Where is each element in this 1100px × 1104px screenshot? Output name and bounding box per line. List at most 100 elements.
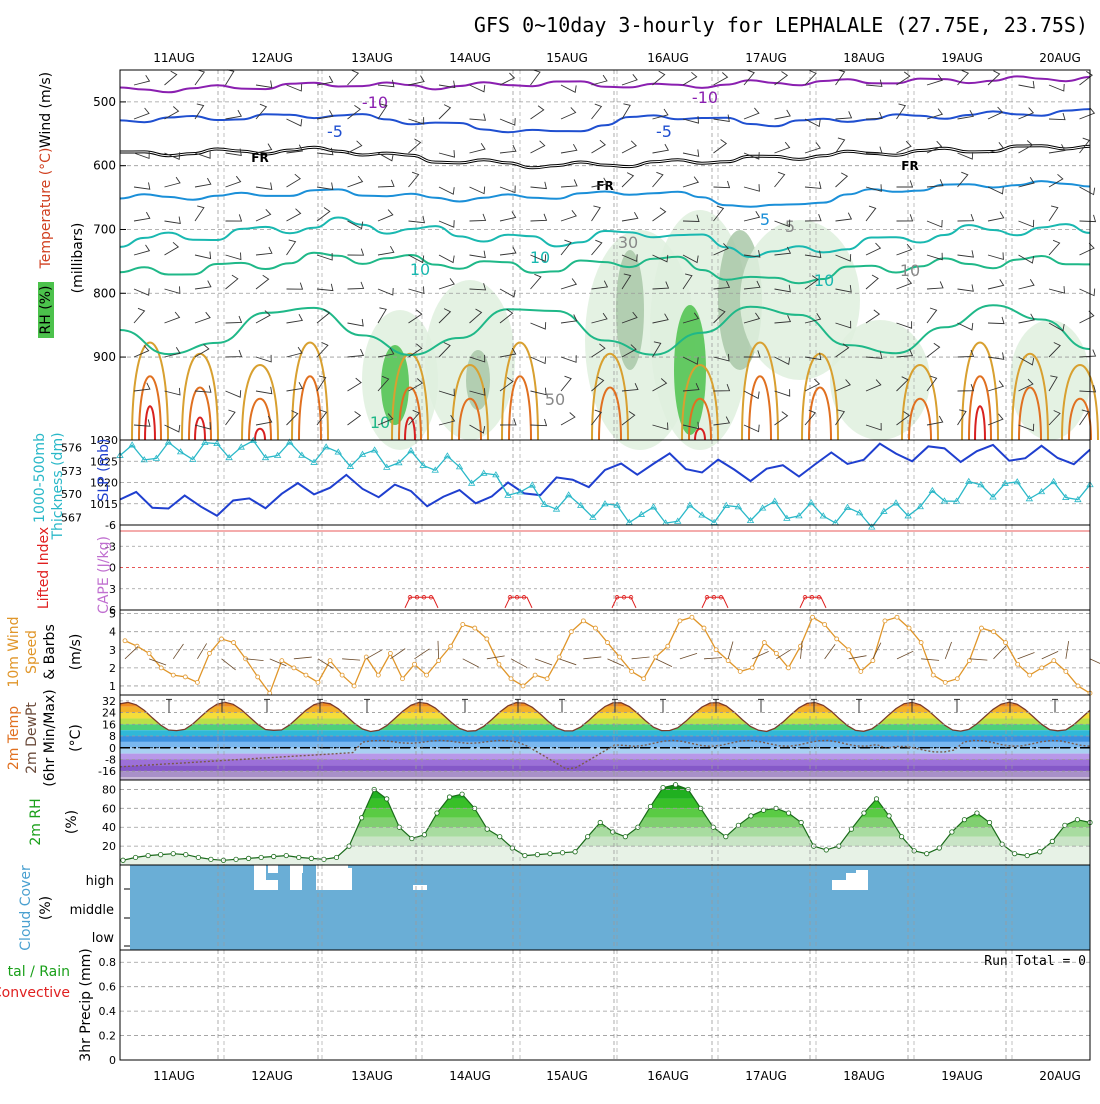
contour-label: FR	[596, 179, 613, 193]
wind-speed-point	[678, 619, 682, 623]
rh-tick-label: 60	[102, 802, 116, 815]
wind-speed-point	[907, 626, 911, 630]
wind-speed-point	[895, 615, 899, 619]
wind-speed-point	[1076, 684, 1080, 688]
rh2m-point	[246, 856, 250, 860]
contour-label: FR	[901, 159, 918, 173]
rh2m-point	[673, 783, 677, 787]
rh2m-point	[724, 834, 728, 838]
rh2m-point	[523, 853, 527, 857]
wind-tick-label: 2	[109, 662, 116, 675]
wind-speed-point	[497, 662, 501, 666]
rh-shading	[830, 320, 930, 440]
rh2m-point	[1050, 839, 1054, 843]
ylabel-wind-speed: Speed	[24, 630, 40, 674]
wind-speed-point	[992, 630, 996, 634]
wind-speed-point	[328, 659, 332, 663]
wind-speed-point	[473, 626, 477, 630]
wind-speed-point	[449, 644, 453, 648]
date-label-top: 16AUG	[647, 51, 689, 65]
wind-speed-point	[738, 669, 742, 673]
date-label-bottom: 15AUG	[546, 1069, 588, 1083]
wind-speed-point	[581, 619, 585, 623]
precip-tick-label: 0.2	[99, 1030, 117, 1043]
wind-speed-point	[183, 675, 187, 679]
rh2m-point	[899, 834, 903, 838]
wind-speed-point	[726, 659, 730, 663]
ylabel-rh: RH (%)	[38, 286, 54, 335]
ylabel-lifted-index: Lifted Index	[36, 527, 52, 609]
wind-speed-point	[545, 677, 549, 681]
wind-speed-point	[123, 639, 127, 643]
rh-tick-label: 40	[102, 821, 116, 834]
rh2m-point	[146, 853, 150, 857]
date-label-bottom: 20AUG	[1039, 1069, 1081, 1083]
date-label-top: 20AUG	[1039, 51, 1081, 65]
contour-label: 10	[530, 248, 550, 267]
wind-tick-label: 3	[109, 644, 116, 657]
wind-speed-point	[207, 651, 211, 655]
wind-speed-point	[521, 684, 525, 688]
wind-speed-point	[750, 666, 754, 670]
ylabel-slp: SLP (mb)	[96, 438, 112, 501]
rh2m-point	[598, 820, 602, 824]
wind-speed-point	[533, 673, 537, 677]
cloud-gap	[413, 885, 427, 890]
contour-label: 50	[545, 390, 565, 409]
wind-speed-point	[835, 637, 839, 641]
rh2m-point	[862, 811, 866, 815]
wind-tick-label: 4	[109, 626, 116, 639]
rh2m-point	[925, 851, 929, 855]
rh2m-point	[573, 850, 577, 854]
wind-speed-point	[1028, 673, 1032, 677]
rh2m-point	[1025, 853, 1029, 857]
rh2m-point	[786, 811, 790, 815]
wind-speed-point	[509, 677, 513, 681]
wind-speed-point	[400, 677, 404, 681]
run-total: Run Total = 0	[984, 954, 1086, 969]
wind-speed-point	[220, 637, 224, 641]
ytick-label: 700	[93, 222, 116, 236]
precip-tick-label: 0.4	[99, 1005, 117, 1018]
date-label-top: 17AUG	[745, 51, 787, 65]
cloud-patch	[303, 865, 316, 887]
wind-speed-point	[437, 659, 441, 663]
contour-label: 5	[760, 210, 770, 229]
rh2m-point	[1075, 817, 1079, 821]
cloud-gap	[846, 873, 856, 890]
date-label-bottom: 16AUG	[647, 1069, 689, 1083]
temp-band	[120, 771, 1090, 777]
contour-label: FR	[251, 151, 268, 165]
rh2m-point	[435, 811, 439, 815]
wind-speed-point	[847, 648, 851, 652]
ylabel-temp2m: 2m Temp	[6, 706, 22, 770]
wind-speed-point	[919, 641, 923, 645]
wind-speed-point	[606, 641, 610, 645]
wind-tick-label: 1	[109, 680, 116, 693]
cloud-patch	[278, 865, 290, 877]
wind-speed-point	[256, 675, 260, 679]
rh2m-point	[410, 836, 414, 840]
temp-band	[120, 730, 1090, 736]
temp-band	[120, 759, 1090, 765]
rh2m-point	[259, 855, 263, 859]
li-tick-label: -6	[105, 519, 116, 532]
rh-shading	[1010, 320, 1090, 440]
wind-speed-point	[630, 669, 634, 673]
temp-band	[120, 742, 1090, 748]
wind-speed-point	[811, 615, 815, 619]
wind-speed-point	[955, 677, 959, 681]
wind-speed-point	[485, 637, 489, 641]
ylabel-cape: CAPE (J/kg)	[96, 536, 112, 614]
cloud-level-label: middle	[70, 903, 114, 918]
wind-speed-point	[1040, 666, 1044, 670]
rh2m-point	[171, 851, 175, 855]
contour-label: -10	[692, 88, 718, 107]
ylabel-precip: 3hr Precip (mm)	[78, 948, 94, 1061]
ylabel-wind: Wind (m/s)	[38, 72, 54, 148]
wind-speed-point	[413, 662, 417, 666]
wind-speed-point	[654, 655, 658, 659]
rh2m-point	[560, 851, 564, 855]
